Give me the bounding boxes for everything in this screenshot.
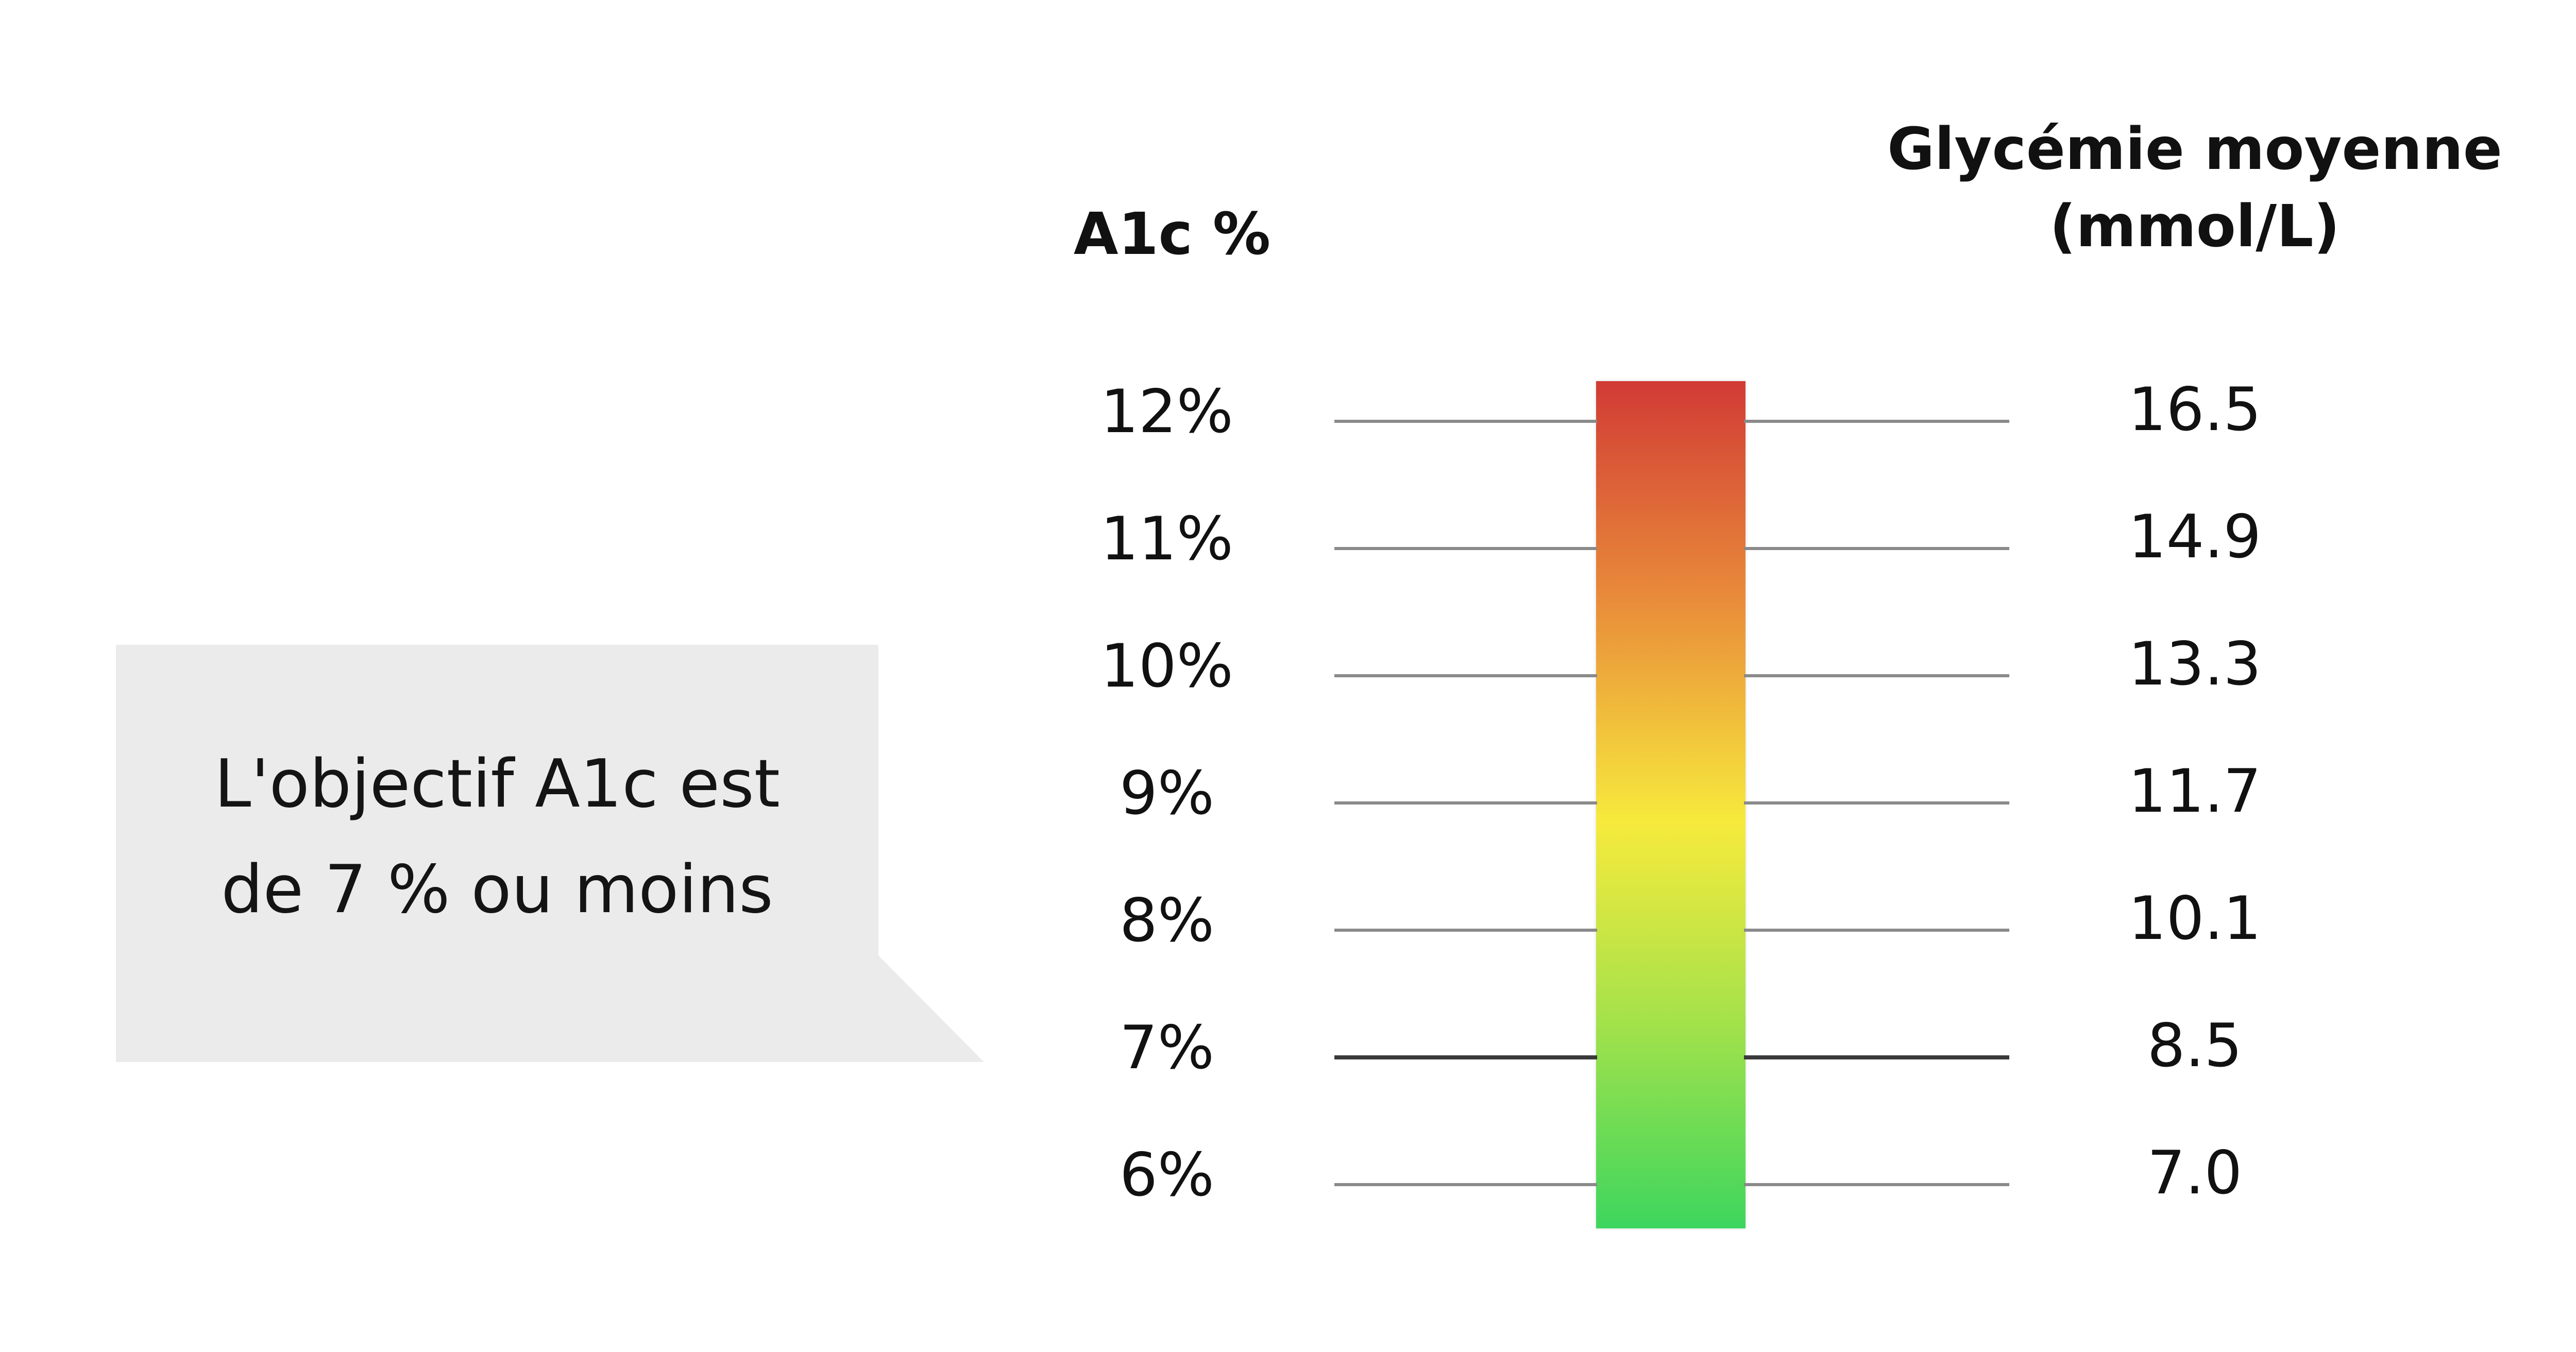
a1c-value-label: 6%: [1119, 1140, 1215, 1210]
tick-line-left: [1334, 547, 1597, 550]
glucose-value-label: 7.0: [2147, 1138, 2243, 1208]
glucose-heading-line1: Glycémie moyenne: [1887, 116, 2502, 183]
target-callout-box: [116, 645, 878, 1062]
tick-line-right: [1744, 674, 2009, 677]
color-gradient-scale-bar: [1596, 381, 1745, 1228]
callout-line2: de 7 % ou moins: [221, 851, 773, 928]
glucose-column-heading: Glycémie moyenne (mmol/L): [1834, 111, 2555, 265]
a1c-column-heading: A1c %: [1073, 201, 1271, 268]
tick-line-right: [1744, 547, 2009, 550]
a1c-value-label: 9%: [1119, 759, 1215, 828]
target-callout-text: L'objectif A1c est de 7 % ou moins: [116, 731, 878, 943]
tick-line-left: [1334, 929, 1597, 932]
tick-line-right: [1744, 1183, 2009, 1186]
tick-line-right: [1744, 420, 2009, 423]
callout-pointer: [876, 953, 984, 1062]
tick-line-left: [1334, 1183, 1597, 1186]
tick-line-left: [1334, 420, 1597, 423]
tick-line-right: [1744, 929, 2009, 932]
a1c-value-label: 12%: [1100, 377, 1233, 447]
tick-line-left: [1334, 1055, 1597, 1059]
tick-line-right: [1744, 801, 2009, 805]
glucose-heading-line2: (mmol/L): [2049, 193, 2340, 260]
a1c-value-label: 11%: [1100, 504, 1233, 574]
callout-line1: L'objectif A1c est: [214, 746, 780, 823]
glucose-value-label: 11.7: [2128, 757, 2262, 826]
tick-line-right: [1744, 1055, 2009, 1059]
a1c-value-label: 8%: [1119, 886, 1215, 955]
glucose-value-label: 14.9: [2128, 502, 2262, 572]
glucose-value-label: 16.5: [2128, 375, 2262, 444]
a1c-value-label: 7%: [1119, 1013, 1215, 1083]
tick-line-left: [1334, 674, 1597, 677]
tick-line-left: [1334, 801, 1597, 805]
glucose-value-label: 8.5: [2147, 1011, 2243, 1081]
glucose-value-label: 13.3: [2128, 629, 2262, 699]
glucose-value-label: 10.1: [2128, 884, 2262, 953]
a1c-value-label: 10%: [1100, 631, 1233, 701]
